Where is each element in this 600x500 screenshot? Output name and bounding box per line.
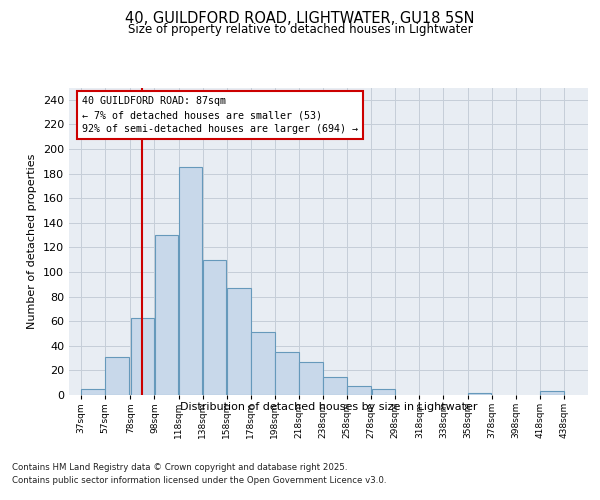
Bar	[275, 352, 299, 395]
Bar	[131, 318, 154, 395]
Bar	[540, 392, 563, 395]
Text: Size of property relative to detached houses in Lightwater: Size of property relative to detached ho…	[128, 22, 472, 36]
Text: Distribution of detached houses by size in Lightwater: Distribution of detached houses by size …	[180, 402, 478, 412]
Bar	[106, 357, 129, 395]
Text: Contains HM Land Registry data © Crown copyright and database right 2025.: Contains HM Land Registry data © Crown c…	[12, 462, 347, 471]
Bar	[179, 168, 202, 395]
Bar	[323, 376, 347, 395]
Bar	[347, 386, 371, 395]
Bar	[227, 288, 251, 395]
Bar	[251, 332, 275, 395]
Bar	[203, 260, 226, 395]
Text: 40 GUILDFORD ROAD: 87sqm
← 7% of detached houses are smaller (53)
92% of semi-de: 40 GUILDFORD ROAD: 87sqm ← 7% of detache…	[82, 96, 358, 134]
Bar	[299, 362, 323, 395]
Bar	[468, 392, 491, 395]
Text: 40, GUILDFORD ROAD, LIGHTWATER, GU18 5SN: 40, GUILDFORD ROAD, LIGHTWATER, GU18 5SN	[125, 11, 475, 26]
Bar	[82, 389, 105, 395]
Text: Contains public sector information licensed under the Open Government Licence v3: Contains public sector information licen…	[12, 476, 386, 485]
Bar	[371, 389, 395, 395]
Y-axis label: Number of detached properties: Number of detached properties	[28, 154, 37, 329]
Bar	[155, 235, 178, 395]
